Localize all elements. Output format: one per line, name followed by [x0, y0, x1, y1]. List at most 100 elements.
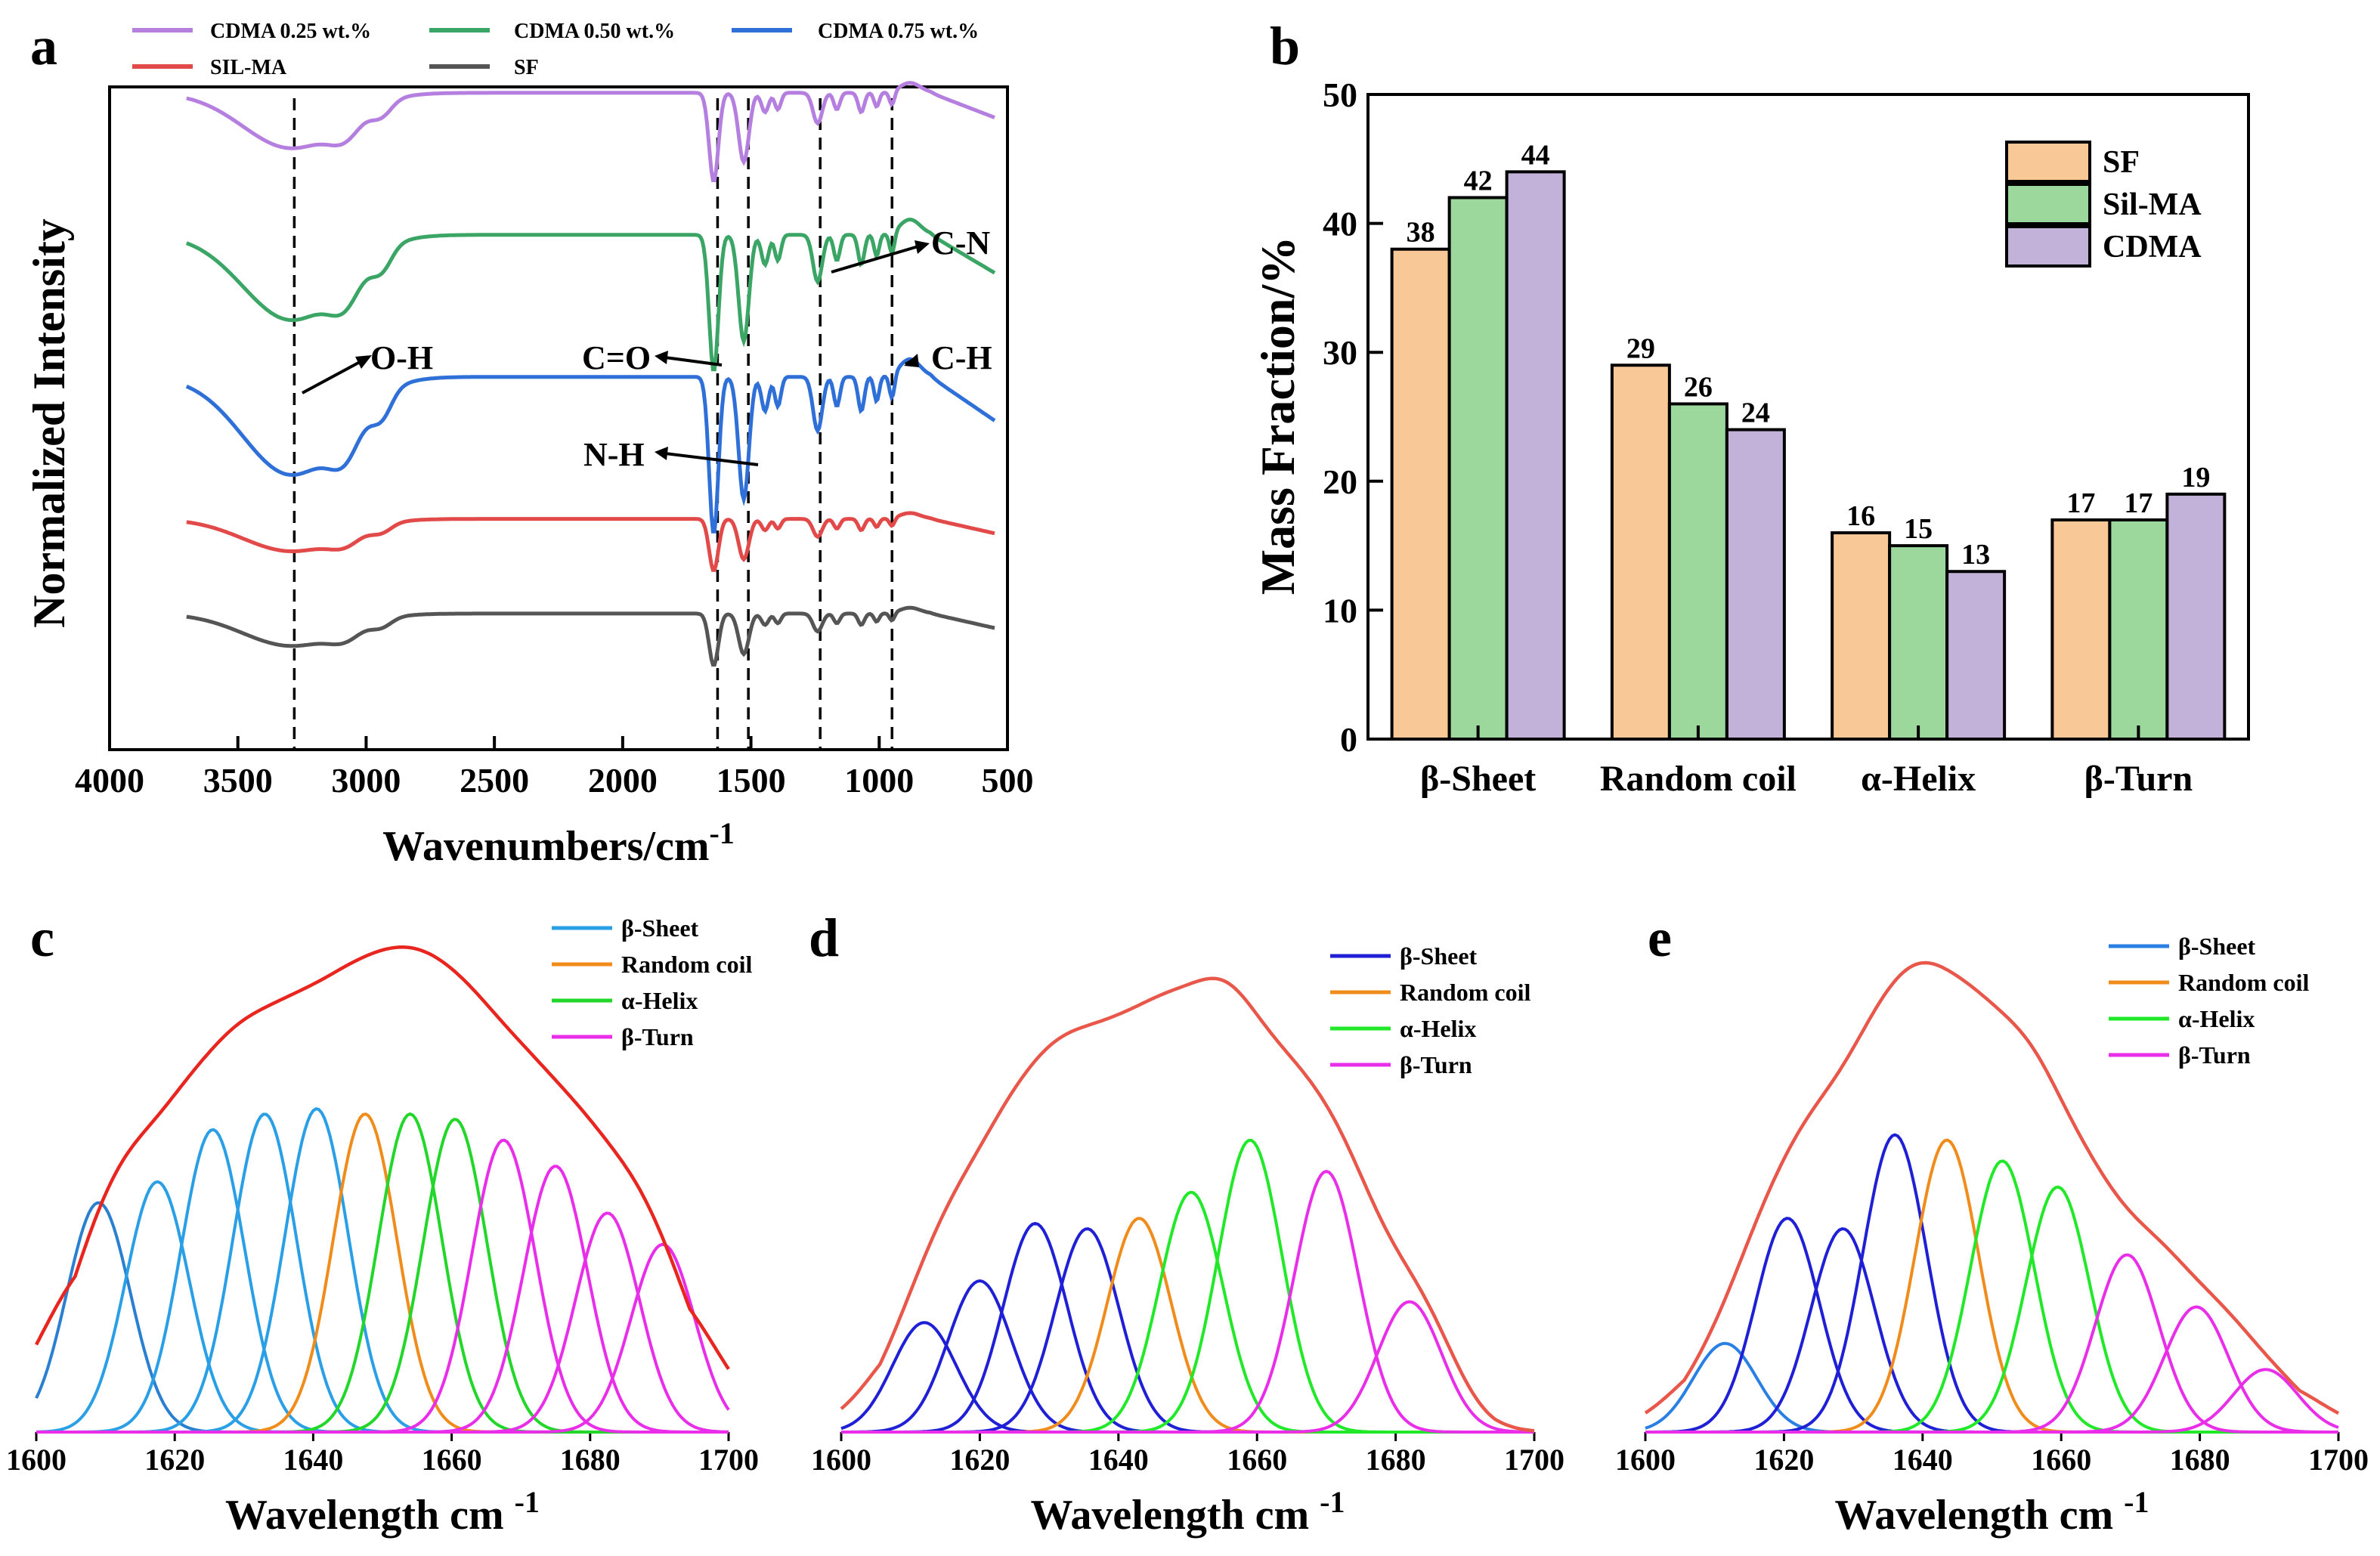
panel-c-legend-label-sheet: β-Sheet: [621, 914, 699, 942]
bar-sil-ma-0: [1447, 196, 1509, 741]
y-tick-label-10: 10: [1323, 591, 1357, 630]
x-tick-label-4000: 4000: [75, 761, 144, 800]
panel-d-peak-3: [841, 1227, 1534, 1434]
bar-cdma-0: [1505, 170, 1566, 741]
category-label-0: β-Sheet: [1420, 759, 1536, 799]
panel-b-axes: [1366, 93, 2250, 741]
x-tick-label-500: 500: [982, 761, 1034, 800]
legend-swatch-sf: [2005, 141, 2091, 183]
bar-label-cdma-1: 24: [1741, 398, 1770, 429]
panel-d-envelope: [840, 976, 1535, 1433]
annotation-ch: C-H: [931, 339, 992, 376]
legend-swatch-sil-ma: [2005, 183, 2091, 225]
panel-d-x-tick-label-1640: 1640: [1088, 1443, 1149, 1477]
spectrum-sf: [186, 605, 995, 667]
panel-c: c 1600 1620 1640 1660 1680 1700 Wavelength cm …: [6, 908, 759, 1539]
panel-e-legend-label-turn: β-Turn: [2178, 1041, 2251, 1069]
panel-e-x-tick-label-1680: 1680: [2170, 1443, 2230, 1477]
panel-e-legend-label-random-coil: Random coil: [2178, 969, 2309, 996]
bar-label-cdma-2: 13: [1961, 539, 1990, 571]
panel-d-legend-label-sheet: β-Sheet: [1400, 942, 1478, 970]
bar-sf-2: [1831, 531, 1892, 741]
panel-d: d 1600 1620 1640 1660 1680 1700 Wavelength cm …: [809, 908, 1564, 1539]
legend-swatch-cdma: [2005, 225, 2091, 268]
panel-d-letter: d: [809, 908, 839, 968]
bar-sil-ma-3: [2108, 518, 2169, 741]
bar-label-sf-0: 38: [1407, 217, 1435, 249]
panel-a-axes: [108, 85, 1009, 751]
spectrum-sil-ma: [186, 511, 995, 572]
panel-a-x-ticks: 4000 3500 3000 2500 2000 1500 1000 500: [75, 736, 1034, 800]
category-label-2: α-Helix: [1861, 759, 1976, 799]
bar-label-sil-ma-2: 15: [1904, 513, 1933, 545]
panel-d-x-tick-label-1660: 1660: [1227, 1443, 1287, 1477]
arrowhead-nh: [655, 447, 668, 460]
panel-e-x-tick-label-1700: 1700: [2308, 1443, 2369, 1477]
panel-d-legend-label-turn: β-Turn: [1400, 1051, 1472, 1078]
annotation-co: C=O: [582, 339, 651, 376]
panel-c-x-tick-label-1640: 1640: [283, 1443, 343, 1477]
legend-label-cdma: CDMA: [2103, 230, 2202, 264]
annotation-nh: N-H: [583, 436, 645, 473]
panel-b-y-label: Mass Fraction/%: [1251, 237, 1305, 595]
bar-sf-3: [2050, 518, 2112, 741]
panel-c-x-tick-label-1680: 1680: [560, 1443, 621, 1477]
panel-b-y-ticks: 0 10 20 30 40 50: [1323, 76, 1383, 759]
panel-c-legend-label-helix: α-Helix: [621, 987, 698, 1014]
panel-e: e 1600 1620 1640 1660 1680 1700 Wavelength cm …: [1615, 908, 2369, 1539]
panel-e-x-label: Wavelength cm -1: [1835, 1485, 2149, 1539]
panel-d-x-tick-label-1700: 1700: [1504, 1443, 1564, 1477]
legend-label-cdma-075: CDMA 0.75 wt.%: [818, 20, 979, 43]
panel-e-x-tick-label-1660: 1660: [2031, 1443, 2091, 1477]
arrow-oh: [302, 360, 362, 394]
annotation-oh: O-H: [370, 339, 433, 376]
bar-sil-ma-1: [1667, 402, 1729, 741]
legend-label-sf: SF: [2103, 145, 2140, 180]
panel-c-x-tick-label-1620: 1620: [144, 1443, 205, 1477]
panel-a-letter: a: [30, 16, 57, 76]
panel-a-y-label: Normalized Intensity: [24, 218, 74, 628]
panel-c-letter: c: [30, 908, 54, 968]
panel-e-peak-9: [1645, 1368, 2339, 1434]
panel-e-x-tick-label-1640: 1640: [1893, 1443, 1953, 1477]
panel-b-bars: 38 42 44 29 26 24 16 15 13 17 17 19: [1390, 139, 2227, 741]
panel-a-x-label: Wavenumbers/cm-1: [382, 816, 735, 871]
bar-cdma-1: [1725, 428, 1786, 741]
x-tick-label-2000: 2000: [588, 761, 658, 800]
panel-c-peak-0: [35, 1201, 729, 1434]
panel-c-peak-8: [36, 1138, 729, 1434]
panel-b: b 0 10 20 30 40 50 38 42 44 29 26 24 16 15 13 17 17 19 β…: [1251, 16, 2250, 799]
arrow-nh: [664, 452, 759, 466]
bar-label-sil-ma-1: 26: [1684, 371, 1713, 403]
panel-e-legend-label-sheet: β-Sheet: [2178, 933, 2256, 960]
panel-e-letter: e: [1648, 908, 1672, 968]
x-tick-label-1500: 1500: [716, 761, 786, 800]
spectrum-cdma-0-50-wt: [185, 217, 996, 372]
bar-label-sil-ma-3: 17: [2124, 487, 2153, 519]
panel-e-envelope: [1644, 961, 2340, 1415]
category-label-1: Random coil: [1600, 759, 1797, 799]
bar-label-sil-ma-0: 42: [1464, 165, 1493, 196]
bar-sf-0: [1390, 247, 1451, 741]
arrowhead-oh: [355, 355, 372, 369]
x-tick-label-1000: 1000: [844, 761, 914, 800]
panel-d-peak-8: [841, 1300, 1534, 1434]
bar-label-cdma-0: 44: [1521, 139, 1550, 171]
y-tick-label-0: 0: [1340, 720, 1357, 759]
panel-c-x-tick-label-1700: 1700: [698, 1443, 759, 1477]
panel-c-envelope: [35, 945, 730, 1370]
panel-d-peak-0: [840, 1321, 1534, 1434]
panel-c-x-tick-label-1600: 1600: [6, 1443, 67, 1477]
panel-a-annotations: O-H C=O N-H C-N C-H: [302, 224, 992, 473]
legend-label-cdma-050: CDMA 0.50 wt.%: [514, 20, 675, 43]
bar-sf-1: [1610, 363, 1671, 741]
bar-label-sf-2: 16: [1846, 500, 1875, 532]
panel-c-legend-label-random-coil: Random coil: [621, 951, 752, 978]
arrow-co: [664, 356, 723, 367]
bar-label-sf-1: 29: [1626, 333, 1655, 364]
panel-c-peak-2: [36, 1128, 729, 1434]
bar-label-sf-3: 17: [2066, 487, 2095, 519]
panel-e-x-tick-label-1600: 1600: [1615, 1443, 1676, 1477]
legend-label-sil-ma: Sil-MA: [2103, 187, 2202, 222]
